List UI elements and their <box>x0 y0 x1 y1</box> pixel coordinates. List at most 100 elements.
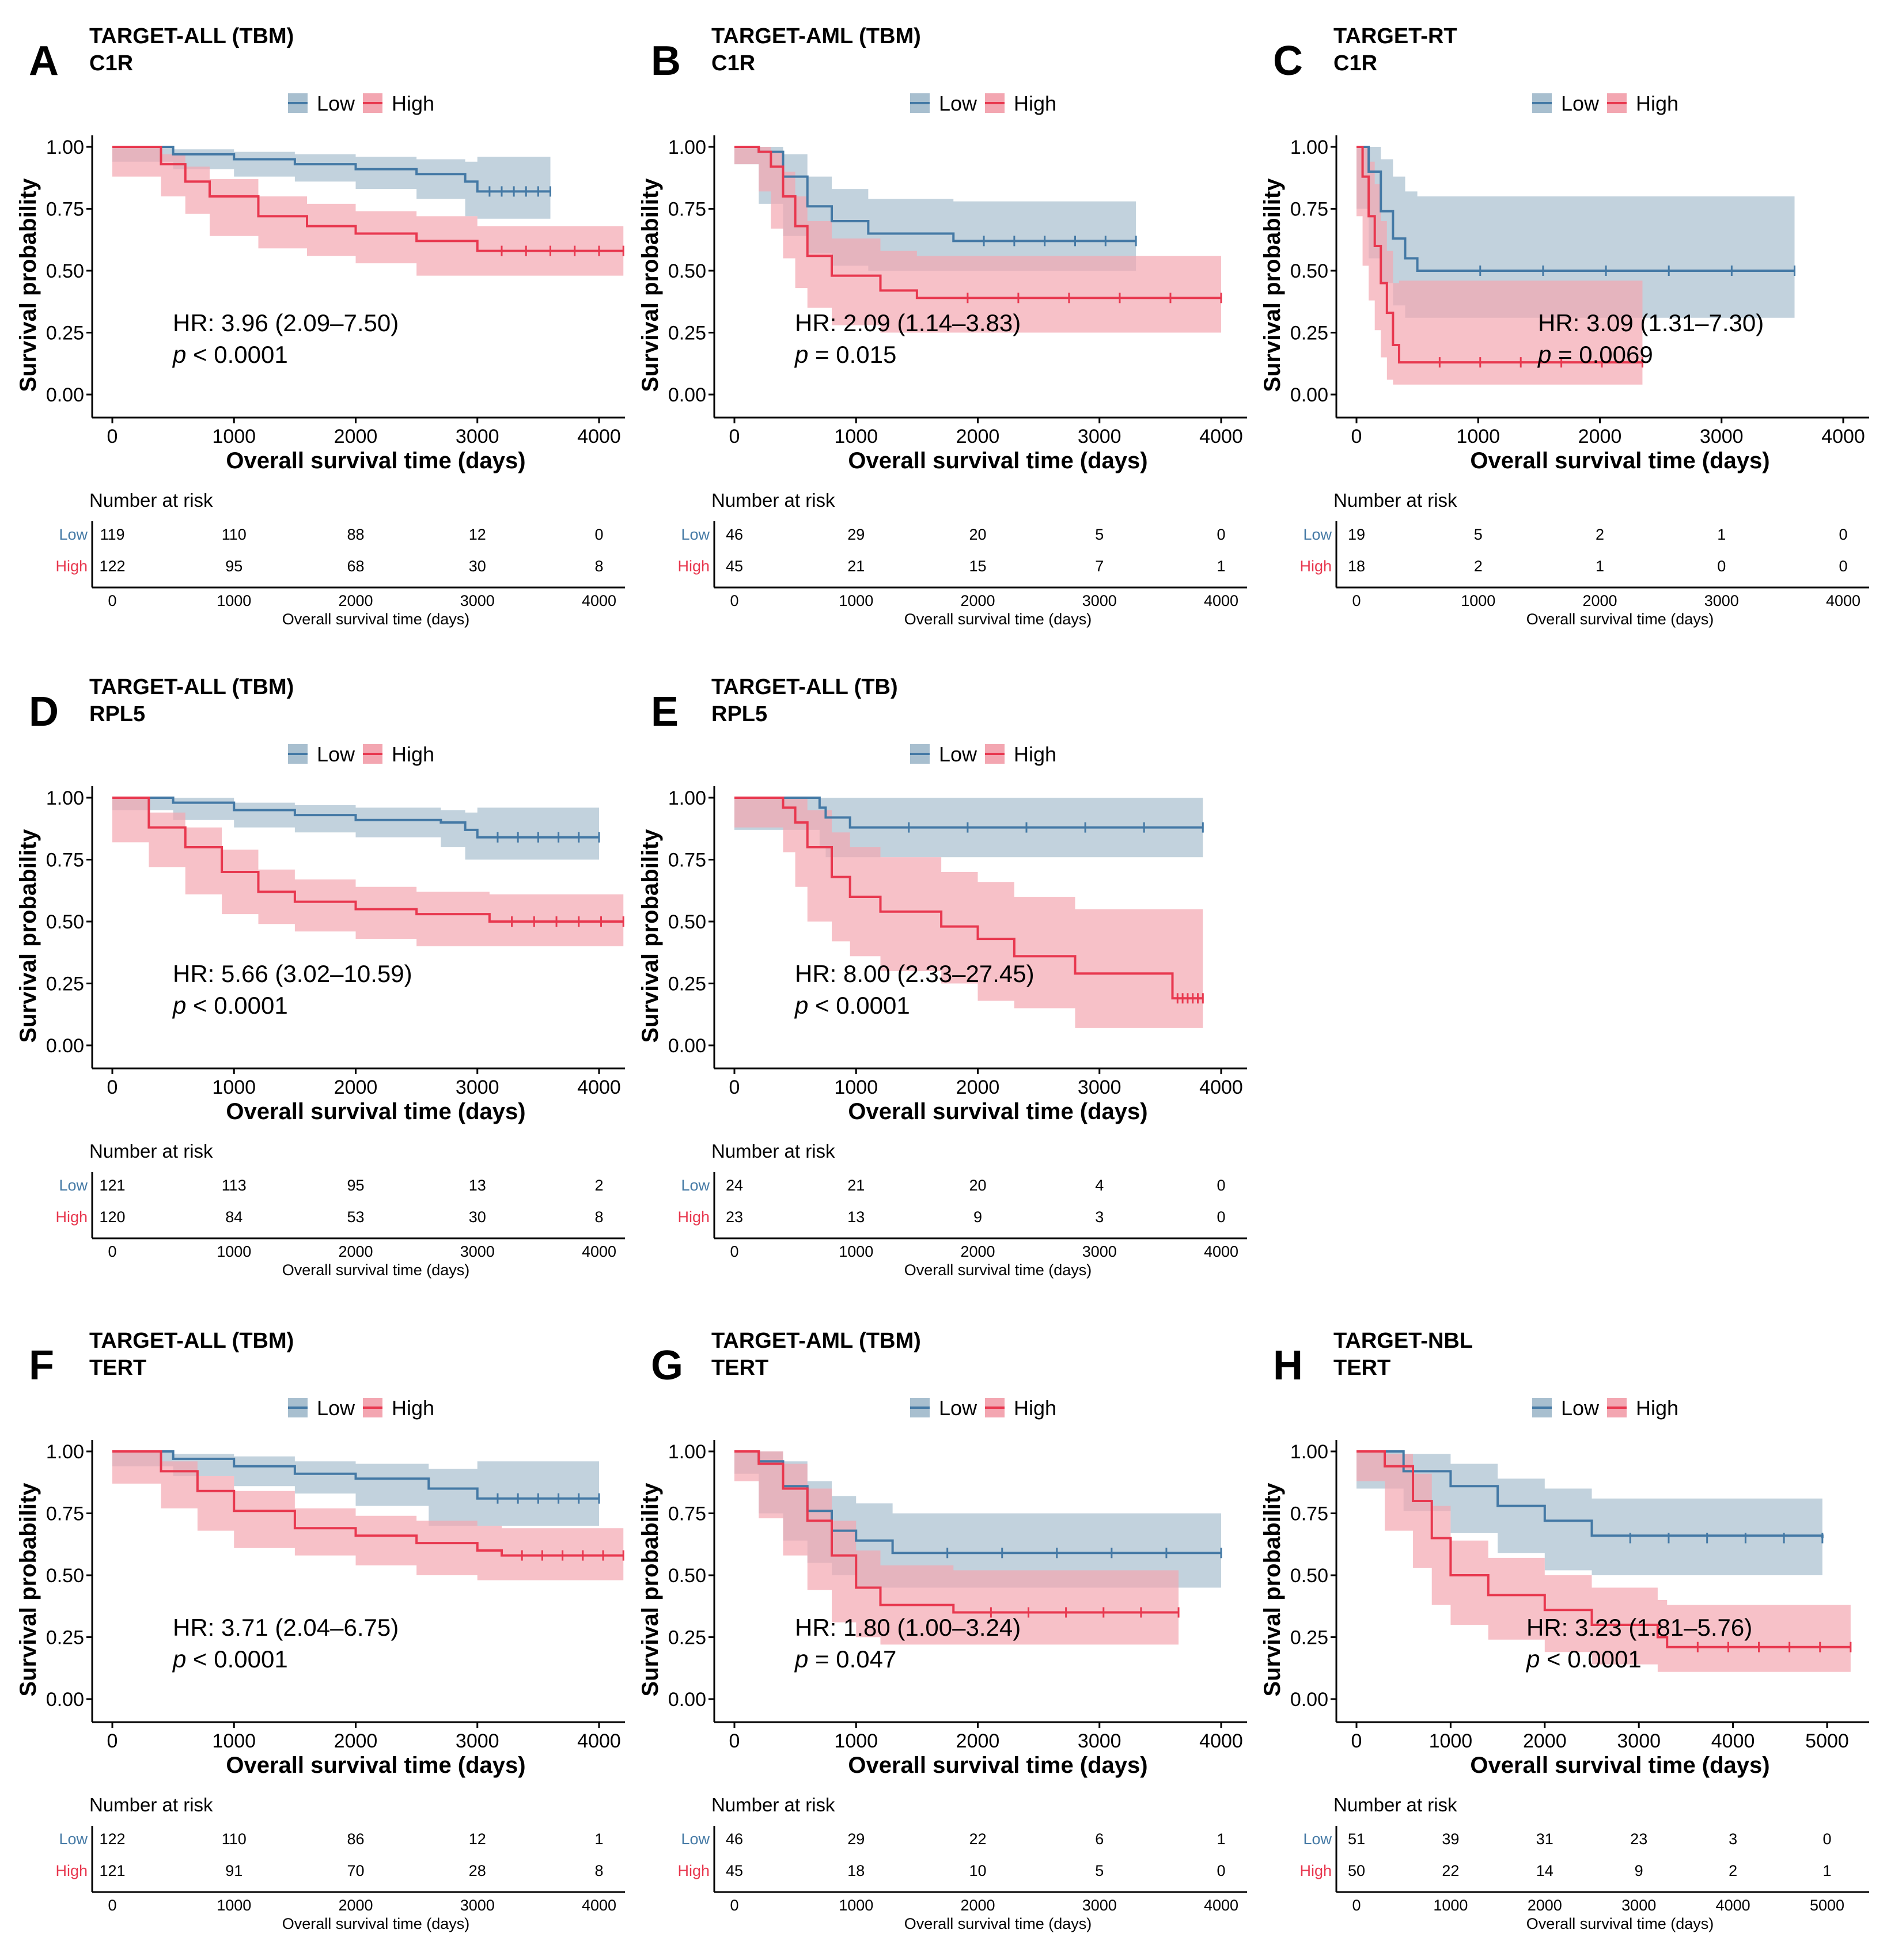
panel-label: G <box>651 1343 683 1389</box>
legend-label-high: High <box>1636 92 1678 115</box>
risk-count: 51 <box>1348 1830 1365 1848</box>
risk-count: 2 <box>1729 1862 1737 1879</box>
y-tick-label: 0.50 <box>46 1565 84 1587</box>
panel-gene: TERT <box>711 1356 768 1380</box>
panel-gene: C1R <box>711 51 755 75</box>
survival-curve-high <box>734 146 1221 300</box>
risk-row-label-low: Low <box>59 526 88 543</box>
p-value: p = 0.0069 <box>1537 341 1653 368</box>
panel-gene: TERT <box>1333 1356 1390 1380</box>
km-panel-g: G TARGET-AML (TBM) TERT Low High 0.00 0.25 0.50… <box>622 1305 1247 1938</box>
risk-count: 0 <box>1822 1830 1831 1848</box>
panel-label: H <box>1273 1343 1303 1389</box>
survival-curve-low <box>734 797 1203 829</box>
risk-x-axis-title: Overall survival time (days) <box>904 1261 1092 1279</box>
x-tick-label: 3000 <box>1078 1730 1121 1752</box>
ci-band-low <box>1356 147 1795 318</box>
ci-band-low <box>1356 1451 1822 1575</box>
x-tick-label: 4000 <box>1711 1730 1755 1752</box>
risk-count: 86 <box>347 1830 364 1848</box>
y-tick-label: 0.75 <box>668 199 706 221</box>
risk-count: 13 <box>847 1208 865 1226</box>
risk-count: 39 <box>1442 1830 1459 1848</box>
risk-x-tick-label: 3000 <box>460 1897 495 1914</box>
risk-x-tick-label: 4000 <box>1826 592 1861 609</box>
risk-row-label-low: Low <box>59 1177 88 1194</box>
risk-count: 50 <box>1348 1862 1365 1879</box>
risk-count: 3 <box>1095 1208 1104 1226</box>
x-axis-title: Overall survival time (days) <box>226 448 525 473</box>
risk-x-tick-label: 3000 <box>1082 592 1117 609</box>
risk-x-tick-label: 1000 <box>1461 592 1495 609</box>
legend-label-high: High <box>392 1396 434 1420</box>
legend-label-low: Low <box>317 742 355 766</box>
risk-count: 121 <box>99 1177 125 1194</box>
risk-x-tick-label: 0 <box>108 592 116 609</box>
y-tick-label: 1.00 <box>46 137 84 158</box>
risk-x-tick-label: 2000 <box>1528 1897 1562 1914</box>
survival-curve-low <box>112 1450 599 1500</box>
risk-count: 6 <box>1095 1830 1104 1848</box>
risk-count: 14 <box>1536 1862 1553 1879</box>
risk-count: 9 <box>973 1208 982 1226</box>
km-panel-c: C TARGET-RT C1R Low High 0.00 0.25 0.50 0.75 1.00… <box>1244 0 1869 634</box>
legend-label-high: High <box>1636 1396 1678 1420</box>
risk-count: 30 <box>469 1208 486 1226</box>
risk-row-label-low: Low <box>1303 526 1332 543</box>
x-tick-label: 1000 <box>1429 1730 1473 1752</box>
x-tick-label: 3000 <box>1617 1730 1661 1752</box>
hazard-ratio: HR: 8.00 (2.33–27.45) <box>795 960 1035 987</box>
panel-title: TARGET-ALL (TBM) <box>89 675 294 699</box>
risk-count: 1 <box>1217 558 1225 575</box>
y-tick-label: 0.75 <box>1290 199 1328 221</box>
km-chart-svg: A TARGET-ALL (TBM) C1R Low High 0.00 0.25 0.50 0… <box>16 24 625 628</box>
risk-count: 70 <box>347 1862 364 1879</box>
legend: Low High <box>910 92 1056 115</box>
risk-x-tick-label: 5000 <box>1810 1897 1844 1914</box>
panel-title: TARGET-ALL (TBM) <box>89 24 294 48</box>
risk-x-axis-title: Overall survival time (days) <box>282 1915 470 1932</box>
hazard-ratio: HR: 3.96 (2.09–7.50) <box>173 309 399 336</box>
risk-count: 113 <box>222 1177 247 1194</box>
risk-x-tick-label: 3000 <box>1082 1243 1117 1260</box>
risk-x-tick-label: 3000 <box>460 592 495 609</box>
legend-label-high: High <box>1014 742 1056 766</box>
ci-band-low <box>112 147 551 219</box>
legend-label-low: Low <box>1561 92 1600 115</box>
hazard-ratio: HR: 2.09 (1.14–3.83) <box>795 309 1021 336</box>
x-tick-label: 4000 <box>577 426 621 448</box>
risk-x-tick-label: 1000 <box>839 1897 873 1914</box>
risk-x-tick-label: 4000 <box>1204 592 1238 609</box>
p-value: p < 0.0001 <box>172 341 288 368</box>
p-value: p < 0.0001 <box>794 992 910 1019</box>
risk-x-tick-label: 2000 <box>338 1897 373 1914</box>
x-axis-title: Overall survival time (days) <box>226 1753 525 1778</box>
legend: Low High <box>288 742 434 766</box>
panel-label: E <box>651 689 679 735</box>
risk-x-tick-label: 4000 <box>582 592 616 609</box>
survival-curve-low <box>1356 146 1795 272</box>
risk-count: 10 <box>969 1862 986 1879</box>
x-tick-label: 4000 <box>577 1730 621 1752</box>
x-tick-label: 2000 <box>956 426 1000 448</box>
x-tick-label: 1000 <box>834 1730 878 1752</box>
risk-count: 45 <box>726 1862 743 1879</box>
y-tick-label: 0.25 <box>46 973 84 995</box>
km-chart-svg: G TARGET-AML (TBM) TERT Low High 0.00 0.25 0.50… <box>638 1329 1247 1932</box>
risk-row-label-high: High <box>1299 1862 1332 1879</box>
km-panel-d: D TARGET-ALL (TBM) RPL5 Low High 0.00 0.25 0.50… <box>0 651 625 1284</box>
risk-x-tick-label: 0 <box>108 1243 116 1260</box>
km-chart-svg: F TARGET-ALL (TBM) TERT Low High 0.00 0.25 0.50… <box>16 1329 625 1932</box>
km-chart-svg: D TARGET-ALL (TBM) RPL5 Low High 0.00 0.25 0.50… <box>16 675 625 1279</box>
y-tick-label: 1.00 <box>1290 137 1328 158</box>
panel-title: TARGET-ALL (TBM) <box>89 1329 294 1353</box>
legend: Low High <box>1532 1396 1678 1420</box>
legend: Low High <box>288 1396 434 1420</box>
risk-x-tick-label: 3000 <box>1082 1897 1117 1914</box>
x-tick-label: 1000 <box>212 1730 256 1752</box>
km-chart-svg: H TARGET-NBL TERT Low High 0.00 0.25 0.50 0.75 1.… <box>1260 1329 1869 1932</box>
y-tick-label: 0.00 <box>668 1035 706 1057</box>
km-panel-b: B TARGET-AML (TBM) C1R Low High 0.00 0.25 0.50 0… <box>622 0 1247 634</box>
y-tick-label: 0.50 <box>668 260 706 282</box>
panel-gene: RPL5 <box>89 702 145 726</box>
